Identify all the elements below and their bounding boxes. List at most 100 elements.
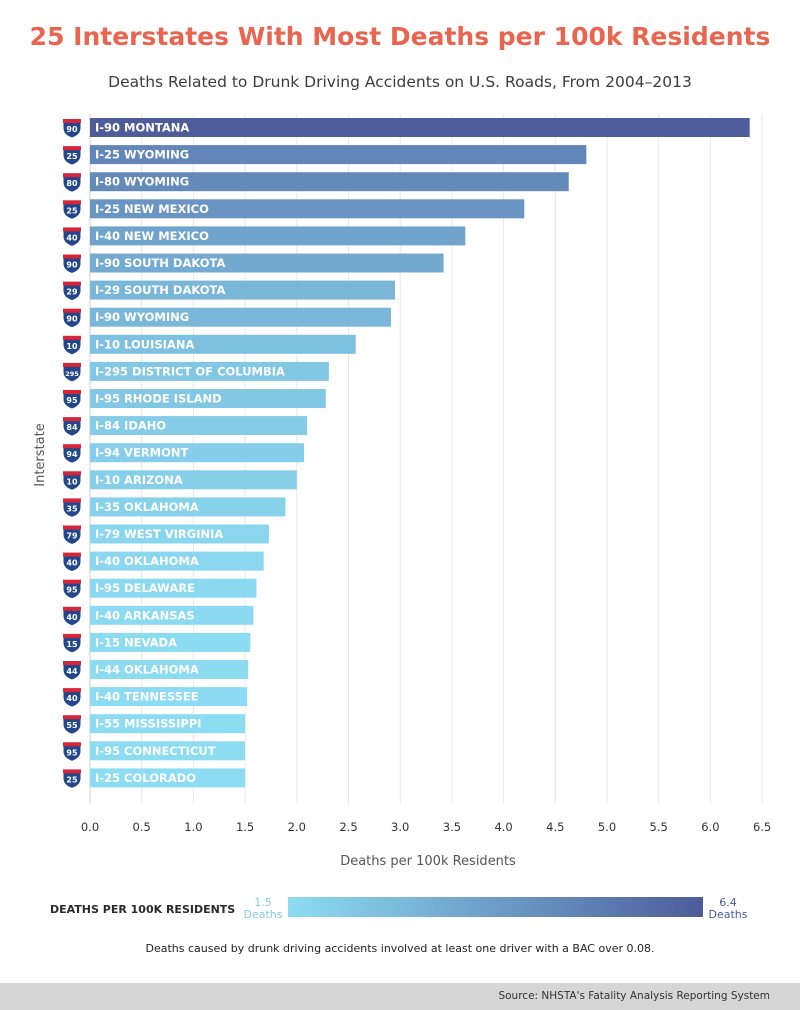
bar (90, 524, 269, 544)
bar (90, 199, 525, 219)
bar (90, 172, 569, 192)
shield-body (62, 606, 82, 627)
bar-label: I-10 ARIZONA (95, 473, 183, 487)
bar-label: I-79 WEST VIRGINIA (95, 527, 223, 541)
bar-label: I-84 IDAHO (95, 419, 166, 433)
bar-label: I-29 SOUTH DAKOTA (95, 283, 225, 297)
bar (90, 389, 326, 408)
x-tick-label: 5.0 (598, 820, 616, 834)
bar (90, 334, 356, 354)
legend-title: DEATHS PER 100K RESIDENTS (50, 903, 236, 916)
bar-label: I-15 NEVADA (95, 635, 177, 649)
shield-number: 10 (66, 477, 78, 486)
x-tick-label: 6.0 (701, 820, 719, 834)
shield-top (63, 661, 81, 665)
shield-top (63, 742, 81, 747)
shield-number: 90 (66, 125, 78, 134)
bar-label: I-95 RHODE ISLAND (95, 392, 222, 406)
shield-number: 25 (66, 775, 78, 784)
shield-body (62, 687, 82, 708)
shield-top (63, 390, 81, 394)
shield-top (63, 715, 81, 720)
shield-body (62, 714, 82, 735)
shield-number: 44 (66, 667, 78, 676)
shield-number: 90 (66, 261, 78, 270)
bar-label: I-40 TENNESSEE (95, 690, 199, 704)
interstate-shield-icon: 40 (62, 552, 82, 573)
bar (90, 226, 466, 246)
interstate-shield-icon: 44 (62, 660, 82, 681)
bar-label: I-94 VERMONT (95, 446, 189, 460)
bar-label: I-35 OKLAHOMA (95, 500, 199, 514)
shield-number: 295 (65, 370, 79, 378)
bar (90, 253, 444, 273)
interstate-shield-icon: 10 (62, 335, 82, 356)
interstate-shield-icon: 29 (62, 281, 82, 302)
shield-top (63, 281, 81, 286)
x-tick-label: 1.0 (184, 820, 202, 834)
bar (90, 145, 587, 165)
y-axis-label: Interstate (33, 423, 48, 486)
shield-number: 95 (66, 586, 78, 595)
legend-min-value: 1.5 (254, 896, 272, 909)
interstate-shield-icon: 15 (62, 633, 82, 654)
interstate-shield-icon: 25 (62, 768, 82, 789)
interstate-shield-icon: 40 (62, 606, 82, 627)
interstate-shield-icon: 95 (62, 579, 82, 600)
bar-label: I-95 CONNECTICUT (95, 744, 216, 758)
shield-body (62, 281, 82, 302)
bar-label: I-10 LOUISIANA (95, 337, 194, 351)
bar (90, 605, 254, 625)
shield-number: 29 (66, 288, 78, 297)
shield-body (62, 362, 82, 383)
x-axis-ticks: 0.0 0.5 1.0 1.5 2.0 2.5 3.0 3.5 4.0 4.5 5.0 5.5 6.0 6… (81, 820, 771, 834)
shield-body (62, 768, 82, 789)
shield-top (63, 417, 81, 422)
bar-label: I-40 ARKANSAS (95, 608, 195, 622)
interstate-shield-icon: 90 (62, 308, 82, 329)
shield-body (62, 741, 82, 762)
shield-body (62, 389, 82, 410)
interstate-shield-icon: 10 (62, 470, 82, 491)
x-tick-label: 4.5 (546, 820, 564, 834)
legend-gradient (288, 897, 703, 917)
shield-number: 10 (66, 342, 78, 351)
shield-body (62, 254, 82, 275)
bar (90, 416, 308, 436)
bar (90, 714, 246, 734)
source-bar: Source: NHSTA's Fatality Analysis Report… (0, 983, 800, 1010)
shield-top (63, 227, 81, 232)
shield-number: 40 (66, 559, 78, 568)
shield-body (62, 633, 82, 654)
bar (90, 280, 396, 300)
shield-top (63, 254, 81, 259)
interstate-shield-icon: 90 (62, 254, 82, 275)
shield-number: 84 (66, 423, 78, 432)
bar-label: I-25 COLORADO (95, 771, 196, 785)
shield-top (63, 769, 81, 774)
interstate-shield-icon: 94 (62, 443, 82, 464)
shield-number: 94 (66, 450, 78, 459)
footnote: Deaths caused by drunk driving accidents… (145, 942, 655, 955)
interstate-shield-icon: 35 (62, 497, 82, 518)
x-tick-label: 0.0 (81, 820, 99, 834)
bar-label: I-80 WYOMING (95, 175, 189, 189)
x-tick-label: 3.0 (391, 820, 409, 834)
shield-number: 90 (66, 315, 78, 324)
shield-body (62, 308, 82, 329)
shield-top (63, 633, 81, 638)
shield-number: 40 (66, 233, 78, 242)
shield-top (63, 200, 81, 205)
source-text: Source: NHSTA's Fatality Analysis Report… (498, 990, 770, 1002)
legend-min-unit: Deaths (243, 908, 283, 921)
shield-top (63, 444, 81, 449)
bar (90, 307, 391, 327)
shield-body (62, 172, 82, 193)
interstate-shield-icon: 55 (62, 714, 82, 735)
bars: I-90 MONTANA I-25 WYOMING I-80 WYOMING I-25… (90, 118, 750, 788)
shield-number: 95 (66, 396, 78, 405)
shield-top (63, 498, 81, 503)
bar-label: I-55 MISSISSIPPI (95, 717, 202, 731)
shield-top (63, 606, 81, 611)
bar-label: I-295 DISTRICT OF COLUMBIA (95, 364, 285, 378)
